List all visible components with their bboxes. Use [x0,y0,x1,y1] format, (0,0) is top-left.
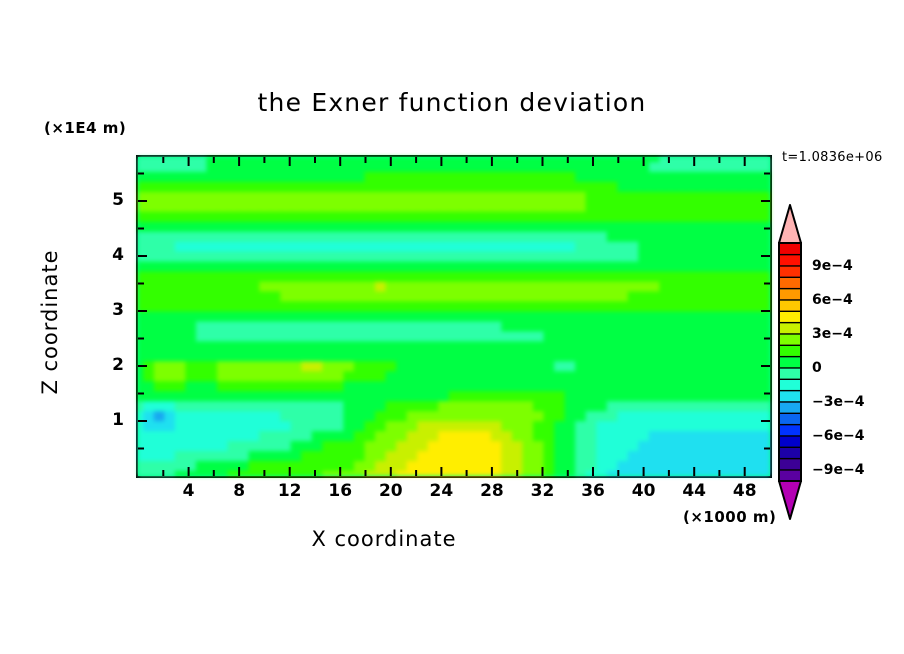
colorbar-tick-label: 6e−4 [812,291,853,308]
y-tick-label: 2 [112,355,124,375]
x-tick-label: 32 [530,481,555,501]
x-tick-label: 12 [277,481,302,501]
y-tick-label: 5 [112,190,124,210]
colorbar-tick-label: 9e−4 [812,257,853,274]
x-tick-label: 8 [233,481,246,501]
time-annotation: t=1.0836e+06 [782,150,883,165]
plot-area [136,155,772,478]
page-title: the Exner function deviation [257,88,647,117]
x-tick-label: 24 [429,481,454,501]
y-axis-title: Z coordinate [38,249,62,395]
x-tick-label: 36 [581,481,605,501]
y-tick-label: 1 [112,410,124,430]
x-tick-label: 44 [682,481,706,501]
x-tick-label: 40 [631,481,656,501]
colorbar-tick-label: −6e−4 [812,427,865,444]
colorbar-tick-label: 3e−4 [812,325,853,342]
colorbar-tick-label: −3e−4 [812,393,865,410]
x-tick-label: 20 [378,481,403,501]
axis-ticks [138,157,770,476]
colorbar-tick-label: −9e−4 [812,461,865,478]
colorbar [770,203,810,521]
y-tick-label: 3 [112,300,124,320]
x-axis-units-label: (×1000 m) [683,508,777,526]
x-axis-title: X coordinate [311,527,457,551]
z-axis-units-label: (×1E4 m) [44,119,127,137]
contour-field [138,157,770,476]
y-tick-label: 4 [112,245,124,265]
x-tick-label: 48 [732,481,757,501]
x-tick-label: 16 [328,481,353,501]
x-tick-label: 4 [182,481,195,501]
colorbar-tick-label: 0 [812,359,822,376]
x-tick-label: 28 [480,481,504,501]
